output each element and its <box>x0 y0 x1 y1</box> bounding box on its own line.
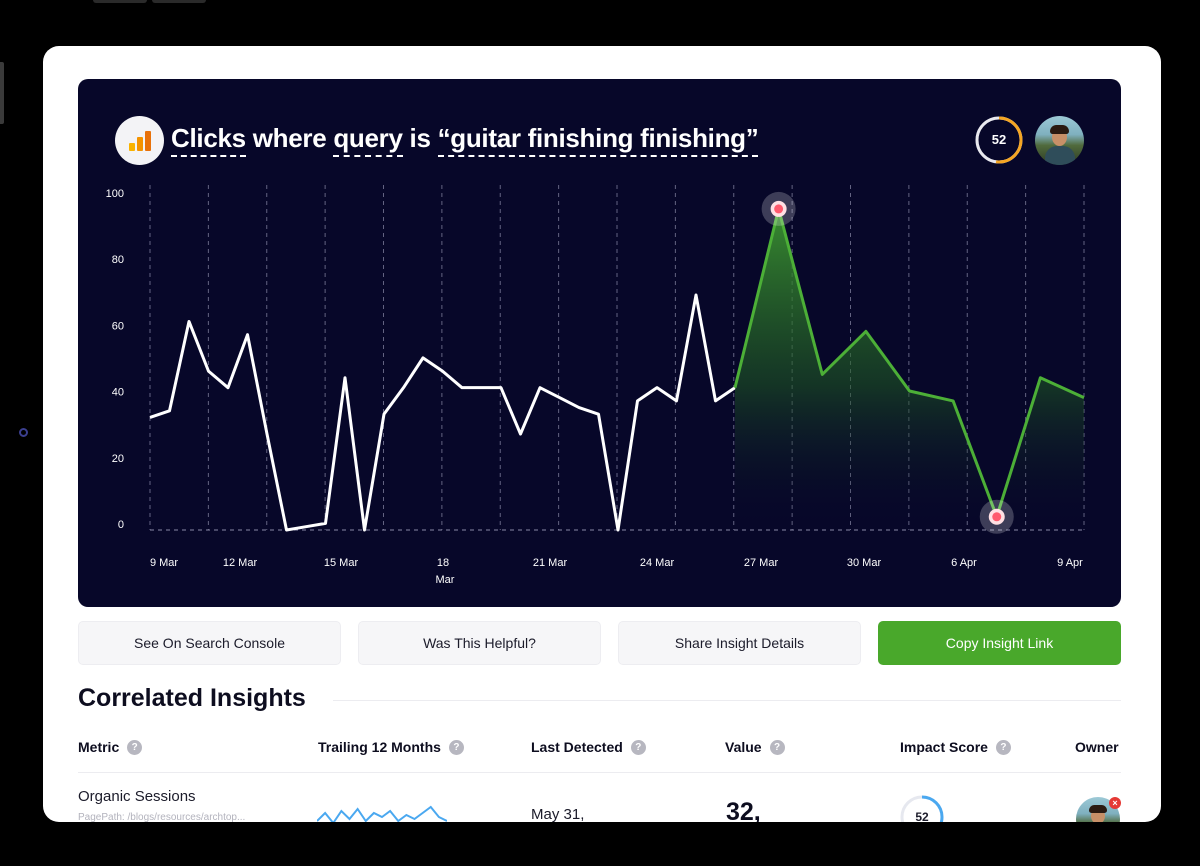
metric-name[interactable]: Organic Sessions <box>78 788 196 805</box>
window-button-left[interactable] <box>93 0 147 3</box>
title-query-value[interactable]: “guitar finishing finishing” <box>437 123 759 157</box>
x-tick-label: 9 Apr <box>1057 557 1083 569</box>
y-tick-label: 0 <box>118 519 124 531</box>
score-value: 52 <box>991 132 1007 147</box>
x-tick-label: 18 <box>437 557 449 569</box>
series-line-green <box>733 207 1085 519</box>
column-header-impact: Impact Score? <box>900 739 1011 755</box>
x-tick-label: 12 Mar <box>223 557 258 569</box>
chart-title: Clicks where query is “guitar finishing … <box>171 123 759 157</box>
trailing-sparkline <box>317 805 447 822</box>
column-header-last-detected: Last Detected? <box>531 739 646 755</box>
metric-path: PagePath: /blogs/resources/archtop... <box>78 812 246 822</box>
x-tick-label: 24 Mar <box>640 557 675 569</box>
help-icon[interactable]: ? <box>769 739 785 755</box>
last-detected: May 31,2021 <box>531 806 585 822</box>
score-ring: 52 <box>974 115 1024 165</box>
divider <box>78 772 1121 773</box>
series-line-white <box>149 293 736 532</box>
side-indicator-dot <box>19 428 28 437</box>
see-on-search-console-button[interactable]: See On Search Console <box>78 621 341 665</box>
y-tick-label: 20 <box>112 453 124 465</box>
column-header-trailing: Trailing 12 Months? <box>318 739 464 755</box>
avatar[interactable] <box>1035 116 1084 165</box>
remove-icon[interactable]: × <box>1109 797 1121 809</box>
share-insight-details-button[interactable]: Share Insight Details <box>618 621 861 665</box>
series-area-green <box>735 208 1084 530</box>
column-header-value: Value? <box>725 739 785 755</box>
x-tick-label: 27 Mar <box>744 557 779 569</box>
impact-score-value: 52 <box>915 810 929 822</box>
y-tick-label: 100 <box>106 188 124 200</box>
x-tick-label: 30 Mar <box>847 557 882 569</box>
line-chart: 0 20 40 60 80 100 9 Mar 12 Mar 15 Mar 18 Mar 21 Mar… <box>106 185 1085 586</box>
y-tick-label: 60 <box>112 320 124 332</box>
chart-card: 0 20 40 60 80 100 9 Mar 12 Mar 15 Mar 18 Mar 21 Mar… <box>78 79 1121 607</box>
metric-value: 32,149 <box>726 798 761 822</box>
title-dimension[interactable]: query <box>333 123 403 157</box>
help-icon[interactable]: ? <box>995 739 1011 755</box>
side-handle[interactable] <box>0 62 4 124</box>
highlight-point <box>774 204 784 214</box>
section-title: Correlated Insights <box>78 684 306 712</box>
y-tick-label: 40 <box>112 387 124 399</box>
x-tick-label: 15 Mar <box>324 557 359 569</box>
x-tick-label: Mar <box>436 574 455 586</box>
x-tick-label: 9 Mar <box>150 557 178 569</box>
analytics-logo-icon <box>115 116 164 165</box>
was-this-helpful-button[interactable]: Was This Helpful? <box>358 621 601 665</box>
help-icon[interactable]: ? <box>630 739 646 755</box>
help-icon[interactable]: ? <box>127 739 143 755</box>
help-icon[interactable]: ? <box>448 739 464 755</box>
window-button-right[interactable] <box>152 0 206 3</box>
x-tick-label: 6 Apr <box>951 557 977 569</box>
column-header-owner: Owner <box>1075 739 1119 755</box>
divider <box>333 700 1121 701</box>
y-tick-label: 80 <box>112 254 124 266</box>
sparkline-line <box>317 805 447 822</box>
title-metric[interactable]: Clicks <box>171 123 246 157</box>
column-header-metric: Metric? <box>78 739 143 755</box>
x-tick-label: 21 Mar <box>533 557 568 569</box>
copy-insight-link-button[interactable]: Copy Insight Link <box>878 621 1121 665</box>
highlight-point <box>992 512 1002 522</box>
impact-score-ring: 52 <box>899 794 945 822</box>
insight-modal: 0 20 40 60 80 100 9 Mar 12 Mar 15 Mar 18 Mar 21 Mar… <box>43 46 1161 822</box>
